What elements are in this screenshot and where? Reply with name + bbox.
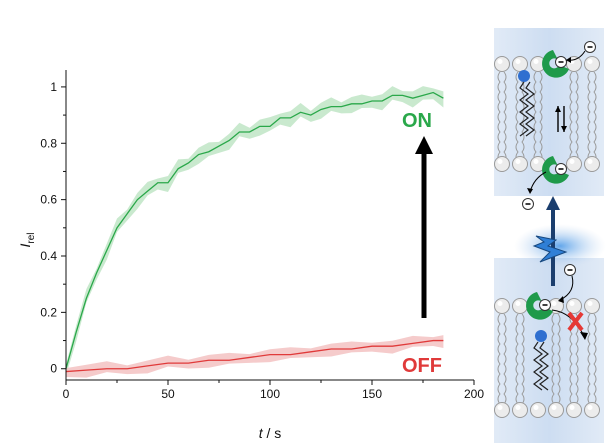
lipid-head (495, 299, 510, 314)
off-label: OFF (402, 355, 442, 377)
lipid-head (585, 299, 600, 314)
x-tick-label: 200 (464, 387, 484, 401)
light-glow (514, 224, 606, 268)
anion-top (585, 42, 596, 53)
lipid-head (567, 299, 582, 314)
y-tick-label: 0.2 (40, 305, 57, 319)
x-tick-label: 0 (63, 387, 70, 401)
y-tick-label: 0 (50, 362, 57, 376)
y-tick-label: 0.8 (40, 136, 57, 150)
lipid-head (567, 403, 582, 418)
lipid-head (513, 157, 528, 172)
switch-arrow (415, 136, 433, 318)
x-axis-title-rest: / s (263, 425, 282, 441)
anchor-blue-top (518, 70, 530, 82)
x-tick-label: 150 (362, 387, 382, 401)
chart: 0 50 100 150 200 0 0.2 0.4 0.6 0.8 1 Irel t / s ON… (17, 70, 484, 441)
x-tick-label: 50 (161, 387, 175, 401)
lipid-head (513, 57, 528, 72)
anchor-blue-bottom (535, 330, 547, 342)
y-tick-label: 0.4 (40, 249, 57, 263)
lipid-head (495, 57, 510, 72)
membrane-schematic (494, 28, 606, 443)
lipid-head (531, 403, 546, 418)
lipid-head (513, 299, 528, 314)
on-label: ON (402, 110, 432, 132)
y-axis-title-sub: rel (26, 232, 37, 243)
lipid-head (585, 57, 600, 72)
anion-lower (565, 265, 576, 276)
lipid-head (495, 157, 510, 172)
y-tick-label: 1 (50, 80, 57, 94)
y-axis-title: Irel (17, 232, 37, 247)
lipid-head (567, 157, 582, 172)
svg-text:Irel: Irel (17, 232, 37, 247)
lipid-head (513, 403, 528, 418)
lipid-head (585, 403, 600, 418)
x-axis-title: t / s (259, 425, 282, 441)
lipid-head (495, 403, 510, 418)
y-tick-label: 0.6 (40, 193, 57, 207)
lipid-head (549, 403, 564, 418)
lipid-head (585, 157, 600, 172)
x-tick-label: 100 (260, 387, 280, 401)
anion-released (523, 199, 534, 210)
